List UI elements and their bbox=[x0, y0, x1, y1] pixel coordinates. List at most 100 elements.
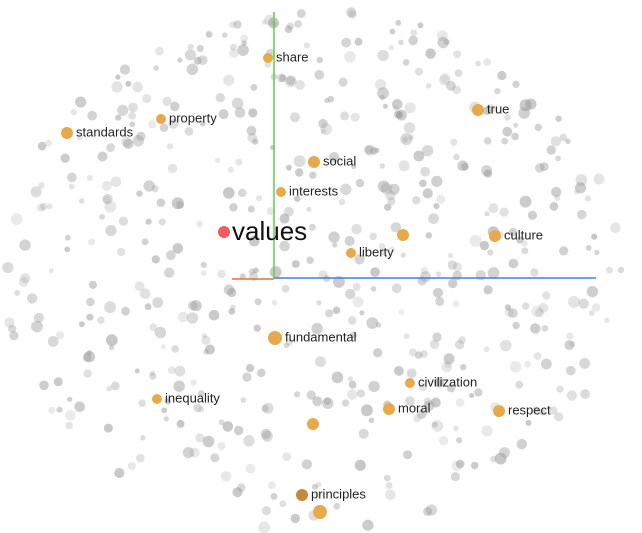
background-point bbox=[127, 462, 136, 470]
background-point bbox=[151, 255, 160, 264]
background-point bbox=[184, 126, 194, 136]
background-point bbox=[269, 266, 282, 278]
background-point bbox=[542, 291, 551, 300]
background-point bbox=[333, 276, 345, 288]
background-point bbox=[338, 77, 348, 87]
background-point bbox=[86, 350, 92, 356]
background-point bbox=[499, 207, 509, 217]
background-point bbox=[230, 304, 236, 310]
background-point bbox=[286, 338, 294, 346]
background-point bbox=[341, 37, 352, 48]
background-point bbox=[229, 203, 238, 212]
background-point bbox=[400, 133, 413, 146]
neighbor-point bbox=[307, 418, 319, 430]
background-point bbox=[128, 102, 138, 113]
background-point bbox=[453, 425, 459, 432]
background-point bbox=[403, 333, 410, 340]
neighbor-point bbox=[61, 127, 73, 139]
background-point bbox=[295, 80, 305, 90]
background-point bbox=[556, 385, 564, 393]
background-point bbox=[309, 171, 317, 179]
background-point bbox=[504, 304, 512, 311]
background-point bbox=[451, 460, 463, 472]
background-point bbox=[504, 114, 511, 121]
background-point bbox=[222, 421, 234, 432]
labeled-points: share property standards true social interest… bbox=[61, 49, 551, 519]
background-point bbox=[320, 123, 333, 136]
background-point bbox=[201, 270, 207, 276]
background-point bbox=[67, 172, 77, 183]
background-point bbox=[487, 267, 500, 279]
background-point bbox=[576, 209, 587, 220]
background-point bbox=[396, 111, 404, 119]
background-point bbox=[377, 87, 389, 100]
background-point bbox=[279, 74, 287, 82]
background-point bbox=[373, 348, 383, 358]
background-point bbox=[443, 353, 455, 365]
background-point bbox=[19, 239, 31, 251]
background-point bbox=[97, 151, 108, 162]
background-point bbox=[64, 246, 71, 253]
background-point bbox=[383, 474, 391, 482]
background-point bbox=[501, 137, 509, 145]
background-point bbox=[483, 346, 490, 353]
background-point bbox=[436, 30, 448, 42]
background-point bbox=[158, 218, 166, 226]
background-point bbox=[470, 461, 479, 470]
background-point bbox=[392, 105, 399, 112]
background-point bbox=[359, 310, 365, 316]
background-point bbox=[270, 492, 278, 500]
background-point bbox=[404, 102, 416, 114]
background-point bbox=[382, 103, 388, 109]
background-point bbox=[559, 246, 569, 256]
background-point bbox=[369, 232, 377, 241]
background-point bbox=[455, 459, 465, 469]
background-point bbox=[233, 20, 242, 29]
background-point bbox=[2, 262, 14, 274]
background-point bbox=[88, 280, 97, 289]
background-point bbox=[338, 198, 346, 206]
background-point bbox=[166, 143, 174, 150]
background-point bbox=[379, 94, 386, 101]
background-point bbox=[358, 428, 369, 439]
background-point bbox=[106, 143, 115, 153]
background-point bbox=[487, 249, 494, 256]
background-point bbox=[14, 289, 21, 296]
background-point bbox=[286, 164, 292, 171]
background-point bbox=[162, 96, 172, 106]
background-point bbox=[163, 416, 169, 422]
background-point bbox=[340, 111, 350, 121]
background-point bbox=[136, 190, 143, 197]
background-point bbox=[333, 502, 341, 510]
background-point bbox=[518, 107, 530, 119]
background-point bbox=[65, 410, 76, 421]
background-point bbox=[171, 345, 179, 353]
background-point bbox=[461, 162, 469, 171]
background-point bbox=[233, 425, 244, 436]
background-point bbox=[448, 278, 458, 289]
neighbor-label: interests bbox=[289, 183, 339, 198]
background-point bbox=[267, 481, 276, 490]
background-point bbox=[406, 368, 417, 379]
background-point bbox=[320, 128, 326, 134]
background-point bbox=[431, 175, 443, 187]
background-point bbox=[241, 40, 247, 46]
background-point bbox=[318, 270, 328, 280]
background-point bbox=[261, 430, 273, 442]
background-point bbox=[431, 421, 438, 428]
background-point bbox=[438, 435, 449, 446]
background-point bbox=[389, 28, 396, 35]
background-point bbox=[538, 408, 546, 416]
background-point bbox=[425, 232, 433, 239]
background-point bbox=[527, 210, 538, 220]
background-point bbox=[101, 180, 112, 191]
background-point bbox=[519, 99, 532, 112]
background-point bbox=[534, 308, 545, 318]
background-point bbox=[385, 489, 396, 501]
background-point bbox=[167, 163, 178, 174]
background-point bbox=[266, 207, 276, 216]
background-point bbox=[364, 144, 376, 156]
background-point bbox=[110, 176, 122, 188]
background-point bbox=[123, 138, 134, 149]
background-point bbox=[344, 51, 356, 63]
